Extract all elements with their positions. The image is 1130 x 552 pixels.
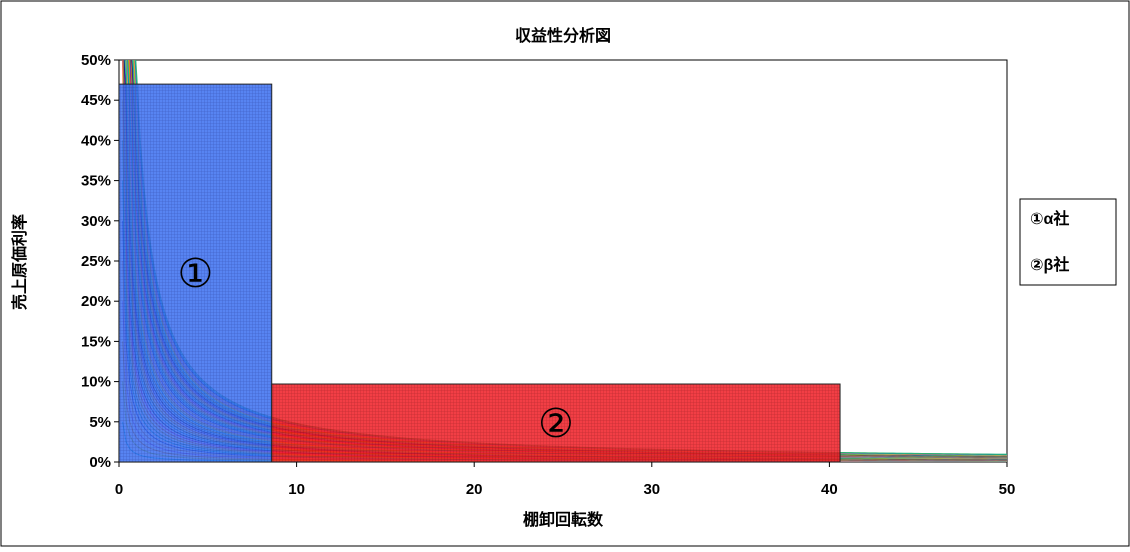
y-tick-label: 25%: [81, 253, 111, 270]
y-tick-label: 40%: [81, 132, 111, 149]
x-tick-label: 50: [999, 481, 1016, 498]
x-tick-label: 40: [821, 481, 838, 498]
y-tick-label: 45%: [81, 92, 111, 109]
legend-entry-alpha: ①α社: [1030, 209, 1069, 228]
x-tick-label: 30: [643, 481, 660, 498]
y-tick-label: 0%: [89, 454, 111, 471]
x-tick-label: 0: [115, 481, 123, 498]
x-axis-label: 棚卸回転数: [523, 510, 604, 529]
company-label-2: ②: [538, 402, 574, 446]
chart-title: 収益性分析図: [515, 26, 611, 45]
y-tick-label: 35%: [81, 173, 111, 190]
company-rect-2: [271, 383, 841, 462]
legend-box: [1019, 198, 1117, 286]
x-axis-ticks: 0 10 20 30 40 50: [115, 462, 1016, 498]
y-tick-label: 50%: [81, 52, 111, 69]
y-tick-label: 15%: [81, 333, 111, 350]
legend-entry-beta: ②β社: [1030, 255, 1069, 274]
y-axis-label: 売上原価利率: [10, 214, 29, 310]
company-label-1: ①: [177, 252, 213, 296]
x-tick-label: 10: [288, 481, 305, 498]
y-axis-ticks: 0% 5% 10% 15% 20% 25% 30% 35% 40% 45% 50%: [81, 52, 119, 471]
company-labels: ①②: [177, 252, 573, 446]
y-tick-label: 10%: [81, 374, 111, 391]
y-tick-label: 5%: [89, 414, 111, 431]
x-tick-label: 20: [466, 481, 483, 498]
company-rectangles: [119, 83, 841, 462]
company-rect-1: [119, 83, 273, 462]
legend: ①α社 ②β社: [1019, 198, 1117, 286]
y-tick-label: 20%: [81, 293, 111, 310]
y-tick-label: 30%: [81, 213, 111, 230]
